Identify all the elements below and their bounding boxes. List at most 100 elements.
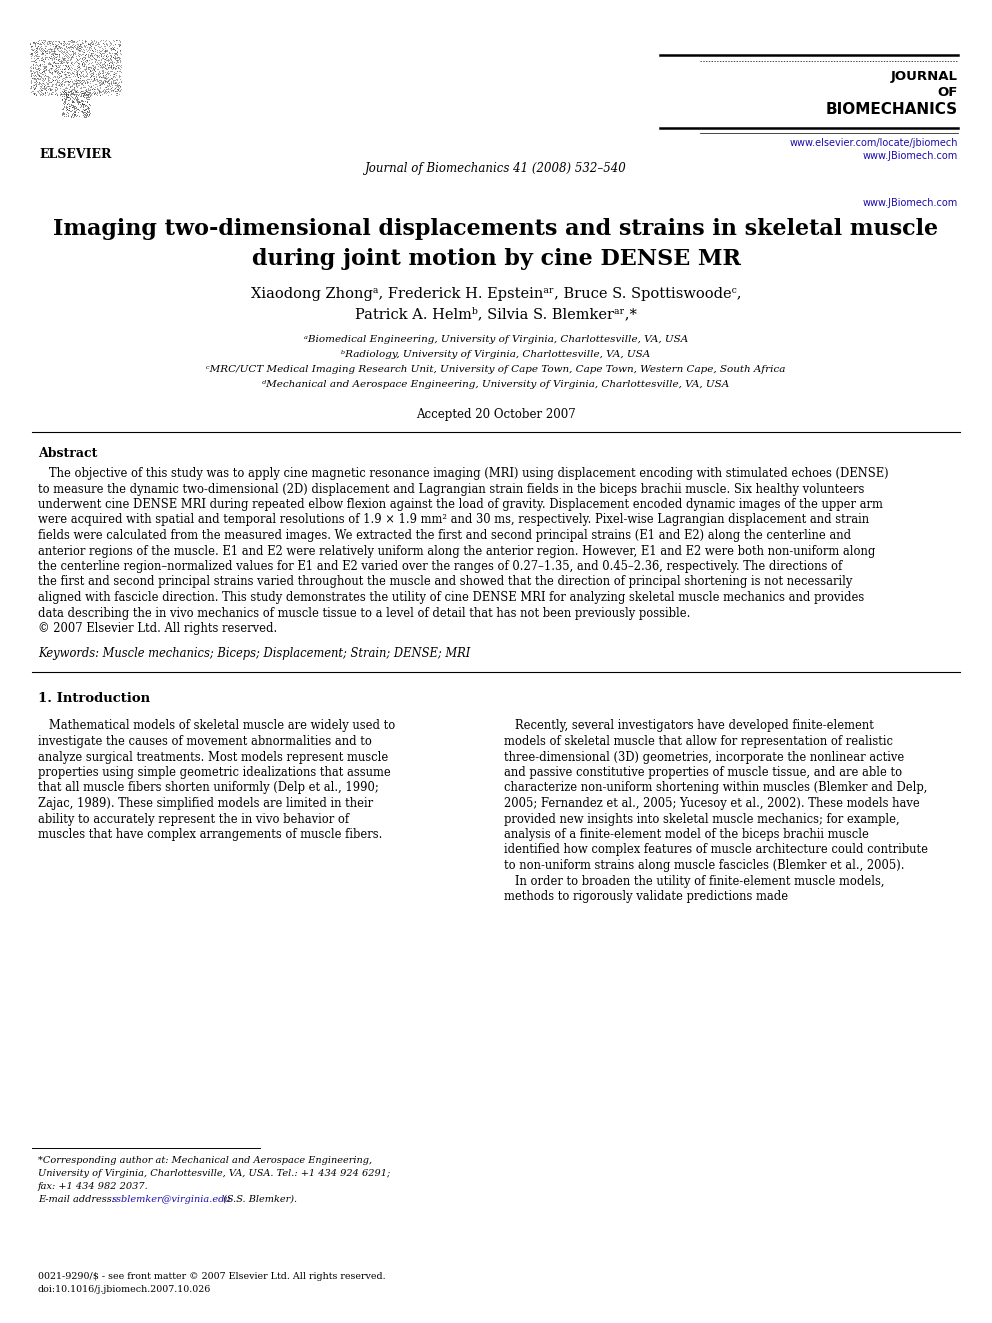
Point xyxy=(52,42,67,64)
Point xyxy=(34,66,50,87)
Point xyxy=(56,75,71,97)
Point xyxy=(62,83,77,105)
Point xyxy=(65,42,81,64)
Point xyxy=(105,79,121,101)
Point xyxy=(101,41,117,62)
Point xyxy=(84,30,100,52)
Point xyxy=(50,85,65,106)
Point xyxy=(61,82,76,103)
Point xyxy=(108,42,124,64)
Point xyxy=(74,86,90,107)
Text: doi:10.1016/j.jbiomech.2007.10.026: doi:10.1016/j.jbiomech.2007.10.026 xyxy=(38,1285,211,1294)
Point xyxy=(73,81,89,102)
Point xyxy=(28,40,44,61)
Point xyxy=(92,62,108,83)
Point xyxy=(65,97,81,118)
Point xyxy=(62,75,77,97)
Point xyxy=(86,38,102,60)
Point xyxy=(85,33,101,54)
Point xyxy=(51,36,66,57)
Point xyxy=(80,33,96,54)
Point xyxy=(67,34,83,56)
Point xyxy=(47,81,62,102)
Point xyxy=(91,40,107,61)
Point xyxy=(66,83,82,105)
Text: analysis of a finite-element model of the biceps brachii muscle: analysis of a finite-element model of th… xyxy=(504,828,869,841)
Point xyxy=(31,73,47,94)
Point xyxy=(78,34,94,56)
Text: Keywords: Muscle mechanics; Biceps; Displacement; Strain; DENSE; MRI: Keywords: Muscle mechanics; Biceps; Disp… xyxy=(38,647,470,660)
Point xyxy=(107,74,123,95)
Point xyxy=(92,54,108,75)
Point xyxy=(80,101,96,122)
Point xyxy=(53,33,68,54)
Text: Journal of Biomechanics 41 (2008) 532–540: Journal of Biomechanics 41 (2008) 532–54… xyxy=(365,161,627,175)
Point xyxy=(94,37,110,58)
Point xyxy=(75,48,91,69)
Point xyxy=(29,46,45,67)
Point xyxy=(37,37,53,58)
Point xyxy=(75,56,91,77)
Point xyxy=(108,29,124,50)
Point xyxy=(112,50,128,71)
Point xyxy=(68,38,84,60)
Point xyxy=(99,70,115,91)
Point xyxy=(88,83,104,105)
Point xyxy=(97,67,113,89)
Point xyxy=(56,94,71,115)
Point xyxy=(80,89,96,110)
Point xyxy=(64,91,80,112)
Point xyxy=(33,64,49,85)
Point xyxy=(38,79,54,101)
Point xyxy=(85,40,101,61)
Point xyxy=(48,61,63,82)
Point xyxy=(69,34,85,56)
Point xyxy=(113,54,129,75)
Point xyxy=(59,57,74,78)
Point xyxy=(73,38,89,60)
Point xyxy=(37,57,53,78)
Point xyxy=(53,74,68,95)
Point xyxy=(107,57,123,78)
Point xyxy=(61,46,76,67)
Point xyxy=(26,50,42,71)
Point xyxy=(83,62,99,83)
Point xyxy=(110,79,126,101)
Point xyxy=(23,44,39,65)
Point xyxy=(67,86,83,107)
Point xyxy=(85,71,101,93)
Point xyxy=(46,53,62,74)
Point xyxy=(97,52,113,73)
Point xyxy=(70,57,86,78)
Point xyxy=(46,38,62,60)
Point xyxy=(105,38,121,60)
Point xyxy=(82,64,98,85)
Point xyxy=(68,37,84,58)
Point xyxy=(36,42,52,64)
Point xyxy=(77,95,93,116)
Point xyxy=(67,52,83,73)
Point xyxy=(86,78,102,99)
Point xyxy=(49,73,64,94)
Point xyxy=(33,83,49,105)
Point xyxy=(48,49,63,70)
Point xyxy=(97,70,113,91)
Point xyxy=(72,97,88,118)
Point xyxy=(88,64,104,85)
Point xyxy=(53,32,68,53)
Point xyxy=(79,44,95,65)
Point xyxy=(69,85,85,106)
Point xyxy=(75,99,91,120)
Point xyxy=(66,91,82,112)
Point xyxy=(58,91,73,112)
Point xyxy=(34,42,50,64)
Point xyxy=(69,83,85,105)
Point xyxy=(32,64,48,85)
Point xyxy=(87,44,103,65)
Point xyxy=(72,33,88,54)
Point xyxy=(107,40,123,61)
Point xyxy=(60,93,75,114)
Point xyxy=(27,52,43,73)
Point xyxy=(68,48,84,69)
Point xyxy=(91,57,107,78)
